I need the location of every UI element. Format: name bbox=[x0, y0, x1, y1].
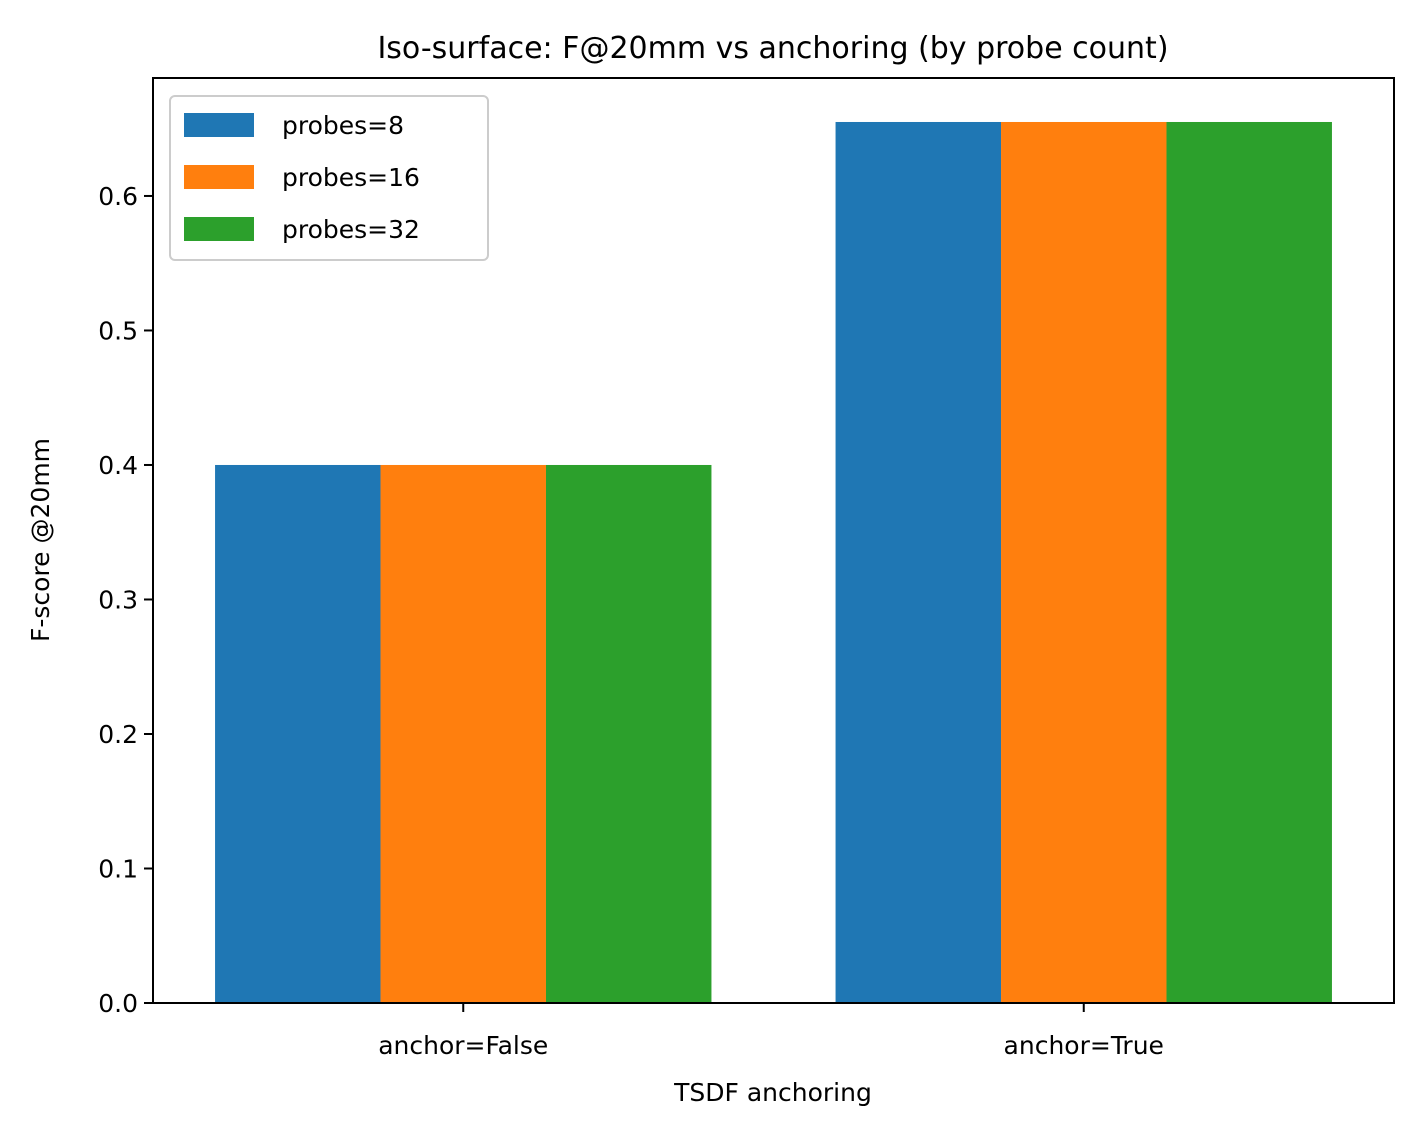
legend-label: probes=32 bbox=[282, 215, 420, 244]
legend: probes=8 probes=16 probes=32 bbox=[169, 95, 489, 261]
bars bbox=[215, 121, 1332, 1003]
x-tick-label: anchor=False bbox=[378, 1031, 548, 1060]
legend-swatch bbox=[184, 113, 254, 137]
plot-area: anchor=False anchor=True 0.00.10.20.30.40… bbox=[98, 77, 1395, 1060]
x-axis-ticks: anchor=False anchor=True bbox=[378, 1003, 1164, 1060]
x-tick-label: anchor=True bbox=[1004, 1031, 1164, 1060]
legend-swatch bbox=[184, 165, 254, 189]
bar-probes-8-anchor-false bbox=[215, 464, 381, 1003]
bar-probes-16-anchor-false bbox=[380, 464, 546, 1003]
plot-frame bbox=[152, 77, 1395, 1004]
bar-probes-8-anchor-true bbox=[835, 121, 1002, 1003]
chart-title: Iso-surface: F@20mm vs anchoring (by pro… bbox=[377, 31, 1168, 66]
x-axis-label: TSDF anchoring bbox=[673, 1078, 872, 1107]
y-tick-label: 0.0 bbox=[98, 989, 138, 1018]
y-tick-label: 0.5 bbox=[98, 316, 138, 345]
bar-probes-32-anchor-false bbox=[545, 464, 712, 1003]
y-axis-ticks: 0.0 0.1 0.2 0.3 0.4 0.5 0.6 bbox=[98, 182, 153, 1018]
legend-label: probes=8 bbox=[282, 111, 404, 140]
y-tick-label: 0.3 bbox=[98, 585, 138, 614]
y-tick-label: 0.4 bbox=[98, 451, 138, 480]
legend-swatch bbox=[184, 217, 254, 241]
y-tick-label: 0.1 bbox=[98, 854, 138, 883]
y-axis-label: F-score @20mm bbox=[26, 438, 55, 642]
bar-probes-16-anchor-true bbox=[1001, 121, 1167, 1003]
bar-probes-32-anchor-true bbox=[1166, 121, 1332, 1003]
y-tick-label: 0.2 bbox=[98, 720, 138, 749]
legend-label: probes=16 bbox=[282, 163, 420, 192]
y-tick-label: 0.6 bbox=[98, 182, 138, 211]
